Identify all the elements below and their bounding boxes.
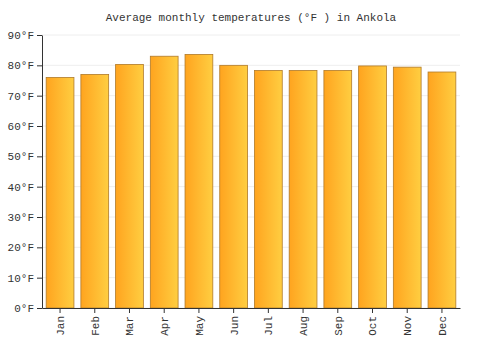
y-tick: 10°F	[8, 273, 42, 285]
grid-line	[42, 65, 460, 66]
bar	[220, 65, 248, 308]
x-tick: Mar	[124, 308, 136, 336]
y-tick-label: 50°F	[8, 151, 34, 163]
x-tick: May	[194, 308, 206, 336]
y-tick-mark	[37, 278, 42, 279]
x-tick: Apr	[159, 308, 171, 336]
title: Average monthly temperatures (°F ) in An…	[106, 12, 397, 24]
y-tick: 20°F	[8, 242, 42, 254]
bar	[81, 74, 109, 308]
y-tick-mark	[37, 156, 42, 157]
x-tick-label: Aug	[298, 316, 310, 336]
x-tick-mark	[337, 308, 338, 313]
x-tick: Nov	[402, 308, 414, 336]
bar	[393, 67, 421, 308]
x-tick-mark	[268, 308, 269, 313]
y-tick: 40°F	[8, 182, 42, 194]
x-tick-label: Oct	[367, 316, 379, 336]
y-tick-label: 40°F	[8, 182, 34, 194]
y-tick-label: 80°F	[8, 60, 34, 72]
x-tick-label: Jul	[263, 316, 275, 336]
y-tick: 90°F	[8, 30, 42, 42]
bar	[359, 66, 387, 308]
x-tick-label: May	[194, 316, 206, 336]
y-tick-mark	[37, 126, 42, 127]
x-tick-mark	[233, 308, 234, 313]
bar	[116, 64, 144, 308]
x-tick-mark	[441, 308, 442, 313]
plot: 0°F 10°F 20°F 30°F 40°F 50°F 60°F 70°F 80°F 90°F J…	[8, 30, 461, 336]
x-tick-mark	[407, 308, 408, 313]
x-tick-label: Mar	[124, 316, 136, 336]
y-tick: 50°F	[8, 151, 42, 163]
x-tick-mark	[303, 308, 304, 313]
x-tick: Aug	[298, 308, 310, 336]
y-tick-label: 30°F	[8, 212, 34, 224]
y-axis-line	[42, 36, 43, 309]
bar	[324, 70, 352, 308]
x-tick: Jan	[55, 308, 67, 336]
x-tick-mark	[164, 308, 165, 313]
y-tick-label: 60°F	[8, 121, 34, 133]
x-tick-label: Jun	[228, 316, 240, 336]
y-tick-label: 0°F	[14, 303, 34, 315]
y-tick: 30°F	[8, 212, 42, 224]
y-tick-mark	[37, 65, 42, 66]
x-tick-label: Sep	[333, 316, 345, 336]
bar	[428, 72, 456, 308]
y-tick-mark	[37, 217, 42, 218]
x-tick: Sep	[333, 308, 345, 336]
y-tick-mark	[37, 96, 42, 97]
y-axis: 0°F 10°F 20°F 30°F 40°F 50°F 60°F 70°F 80°F 90°F	[8, 30, 43, 315]
y-tick-mark	[37, 187, 42, 188]
x-tick: Oct	[367, 308, 379, 336]
x-tick: Feb	[90, 308, 102, 336]
grid	[42, 35, 460, 308]
x-axis-line	[43, 308, 461, 309]
chart: 0°F 10°F 20°F 30°F 40°F 50°F 60°F 70°F 80°F 90°F J…	[0, 0, 500, 350]
x-tick-label: Jan	[55, 316, 67, 336]
x-tick-mark	[198, 308, 199, 313]
x-tick: Jul	[263, 308, 275, 336]
bar	[254, 70, 282, 308]
bar	[150, 56, 178, 308]
x-tick-mark	[372, 308, 373, 313]
x-axis: Jan Feb Mar Apr May Jun Jul Aug Sep Oct Nov Dec	[43, 308, 461, 336]
x-tick: Jun	[228, 308, 240, 336]
y-tick-label: 10°F	[8, 273, 34, 285]
x-tick-label: Feb	[90, 316, 102, 336]
x-tick-mark	[129, 308, 130, 313]
bar	[185, 54, 213, 308]
y-tick-mark	[37, 308, 42, 309]
y-tick-label: 20°F	[8, 242, 34, 254]
x-tick-mark	[60, 308, 61, 313]
y-tick: 80°F	[8, 60, 42, 72]
grid-line	[42, 35, 460, 36]
y-tick: 70°F	[8, 91, 42, 103]
x-tick-mark	[94, 308, 95, 313]
bars	[46, 54, 456, 308]
y-tick-mark	[37, 247, 42, 248]
bar	[46, 77, 74, 308]
x-tick: Dec	[437, 308, 449, 336]
y-tick-label: 70°F	[8, 91, 34, 103]
y-tick: 0°F	[14, 303, 42, 315]
y-tick-label: 90°F	[8, 30, 34, 42]
x-tick-label: Nov	[402, 316, 414, 336]
y-tick: 60°F	[8, 121, 42, 133]
bar	[289, 70, 317, 308]
x-tick-label: Apr	[159, 316, 171, 336]
x-tick-label: Dec	[437, 316, 449, 336]
y-tick-mark	[37, 35, 42, 36]
